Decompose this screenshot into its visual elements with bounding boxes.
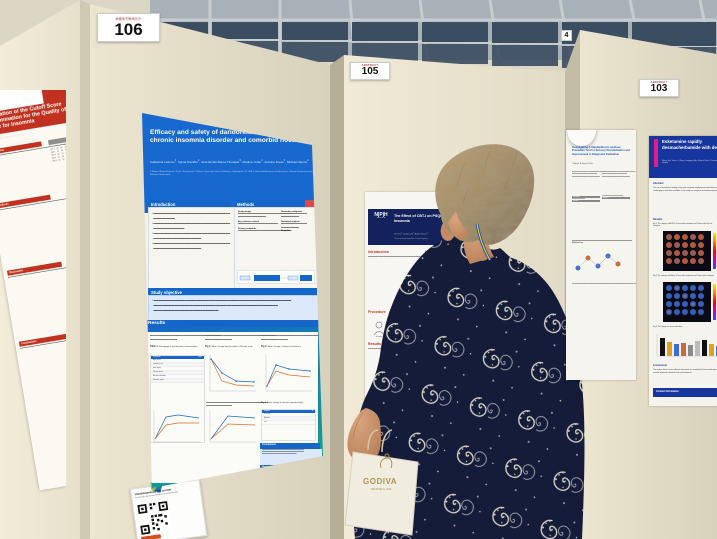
svg-text:BRUSSELS 1926: BRUSSELS 1926 [371,487,392,491]
svg-text:GODIVA: GODIVA [363,477,397,486]
